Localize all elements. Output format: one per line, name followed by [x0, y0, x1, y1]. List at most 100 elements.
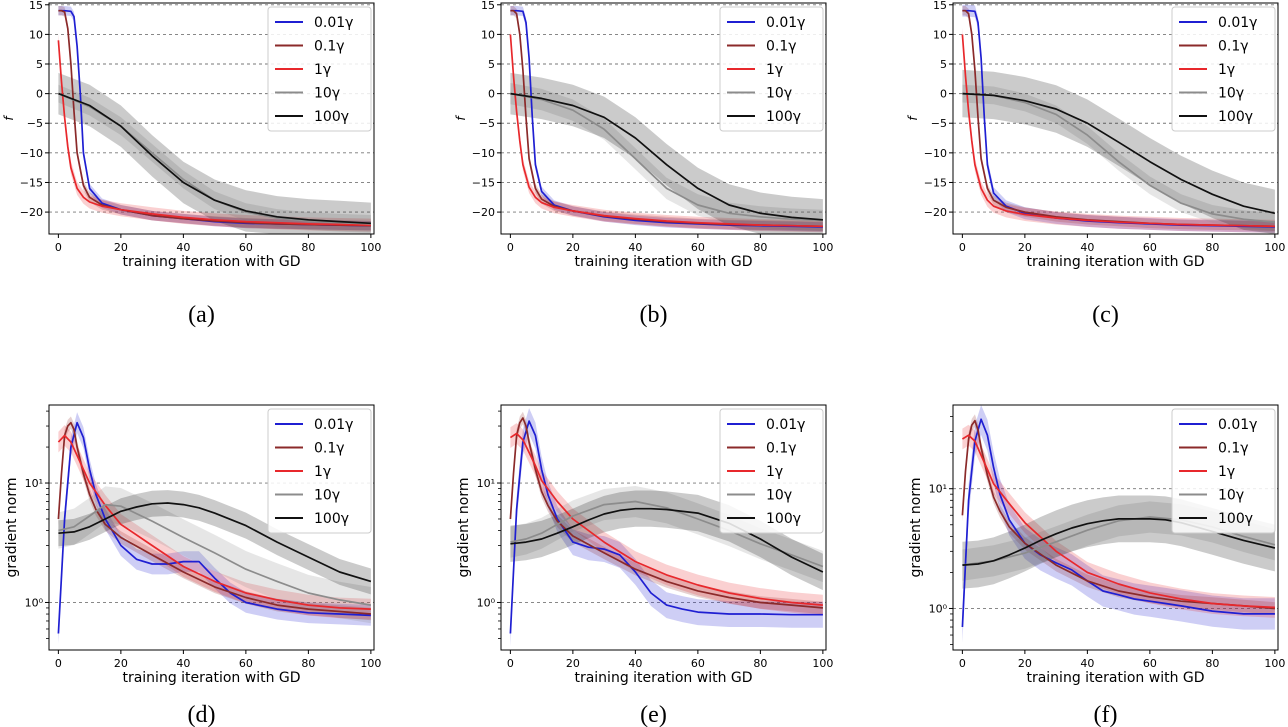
legend-label: 100γ: [314, 109, 349, 125]
series-line-1γ: [57, 434, 371, 610]
y-tick-label: 0: [940, 88, 947, 101]
series-line-1γ: [509, 432, 823, 606]
series-line-0.01γ: [961, 418, 1275, 628]
panel-caption: (b): [640, 302, 668, 328]
legend-label: 10γ: [1218, 86, 1244, 102]
series-line-1γ: [961, 434, 1275, 609]
x-tick-label: 20: [114, 241, 128, 254]
y-tick-label: 10: [933, 28, 947, 41]
series-line-0.1γ: [509, 417, 823, 609]
series-line-100γ: [510, 92, 823, 221]
x-tick-label: 40: [628, 657, 642, 670]
legend: 0.01γ 0.1γ 1γ 10γ 100γ: [267, 6, 372, 132]
legend: 0.01γ 0.1γ 1γ 10γ 100γ: [719, 6, 824, 132]
x-tick-label: 60: [239, 657, 253, 670]
y-tick-label: −10: [472, 147, 495, 160]
legend-box: [1171, 6, 1276, 132]
chart-panel-e: 0 20 40 60 80 100 10⁰ 10¹ training iteration wit…: [456, 404, 833, 727]
y-tick-label: −20: [472, 206, 495, 219]
x-tick-label: 80: [753, 241, 767, 254]
y-tick-label: −10: [924, 147, 947, 160]
series-line-1γ: [57, 40, 371, 226]
series-line-100γ: [962, 92, 1276, 215]
plot-frame: [48, 2, 375, 235]
x-tick-label: 0: [55, 241, 62, 254]
legend-box: [719, 408, 824, 534]
y-axis-label: f: [2, 115, 16, 121]
series-band-100γ: [58, 490, 371, 595]
legend-box: [1171, 408, 1276, 534]
x-tick-label: 0: [507, 657, 514, 670]
y-tick-label: 10¹: [929, 483, 947, 496]
legend-label: 0.1γ: [1218, 39, 1249, 55]
legend-label: 10γ: [314, 86, 340, 102]
plot-frame: [952, 404, 1279, 651]
legend-label: 100γ: [1218, 511, 1253, 527]
series-line-0.01γ: [57, 421, 371, 634]
legend-label: 10γ: [1218, 488, 1244, 504]
x-tick-label: 0: [55, 657, 62, 670]
y-tick-label: −5: [479, 117, 495, 130]
y-axis-label: f: [454, 115, 468, 121]
x-tick-label: 80: [1205, 657, 1219, 670]
legend-label: 0.01γ: [766, 417, 805, 433]
series-line-0.01γ: [509, 420, 823, 634]
series-band-1γ: [962, 27, 1275, 233]
x-tick-label: 20: [1018, 241, 1032, 254]
y-tick-label: 5: [488, 58, 495, 71]
series-line-10γ: [510, 500, 824, 568]
series-line-10γ: [510, 92, 823, 222]
plot-frame: [500, 2, 827, 235]
x-axis-label: training iteration with GD: [574, 254, 752, 270]
panel-caption: (e): [640, 702, 667, 727]
x-tick-label: 0: [959, 241, 966, 254]
x-tick-label: 40: [176, 657, 190, 670]
legend-label: 0.01γ: [1218, 15, 1257, 31]
legend-label: 100γ: [766, 109, 801, 125]
y-tick-label: −5: [27, 117, 43, 130]
x-tick-label: 60: [691, 657, 705, 670]
series-band-100γ: [58, 72, 371, 235]
chart-panel-a: 0 20 40 60 80 100 15 10 5 0 −5 −10 −15 −20 training it…: [2, 0, 381, 328]
x-tick-label: 60: [239, 241, 253, 254]
plot-frame: [952, 2, 1279, 235]
series-line-10γ: [58, 503, 372, 606]
legend-label: 0.01γ: [766, 15, 805, 31]
x-tick-label: 20: [566, 241, 580, 254]
x-tick-label: 0: [959, 657, 966, 670]
series-band-10γ: [58, 84, 371, 233]
y-tick-label: 0: [36, 88, 43, 101]
legend: 0.01γ 0.1γ 1γ 10γ 100γ: [267, 408, 372, 534]
y-axis-label: gradient norm: [456, 477, 472, 577]
panel-caption: (f): [1094, 702, 1118, 727]
y-axis-label: gradient norm: [908, 477, 924, 577]
series-line-100γ: [58, 502, 372, 583]
x-axis-label: training iteration with GD: [122, 670, 300, 686]
plot-frame: [500, 404, 827, 651]
panel-caption: (d): [188, 702, 216, 727]
y-tick-label: 10⁰: [929, 602, 948, 615]
x-tick-label: 100: [360, 241, 381, 254]
series-band-100γ: [510, 72, 823, 235]
series-band-10γ: [962, 84, 1275, 231]
chart-panel-c: 0 20 40 60 80 100 15 10 5 0 −5 −10 −15 −20 training it…: [906, 0, 1285, 328]
legend-label: 10γ: [766, 86, 792, 102]
y-tick-label: −20: [20, 206, 43, 219]
x-tick-label: 0: [507, 241, 514, 254]
legend-label: 100γ: [766, 511, 801, 527]
series-line-1γ: [961, 34, 1275, 228]
y-tick-label: 15: [481, 0, 495, 12]
series-line-0.1γ: [57, 421, 371, 615]
legend-label: 1γ: [314, 62, 331, 78]
y-axis-label: f: [906, 115, 920, 121]
x-axis-label: training iteration with GD: [1026, 670, 1204, 686]
legend: 0.01γ 0.1γ 1γ 10γ 100γ: [719, 408, 824, 534]
series-band-10γ: [58, 486, 371, 624]
x-tick-label: 40: [1080, 657, 1094, 670]
x-tick-label: 20: [1018, 657, 1032, 670]
x-tick-label: 80: [301, 657, 315, 670]
y-tick-label: 5: [940, 58, 947, 71]
legend: 0.01γ 0.1γ 1γ 10γ 100γ: [1171, 408, 1276, 534]
chart-panel-b: 0 20 40 60 80 100 15 10 5 0 −5 −10 −15 −20 training it…: [454, 0, 833, 328]
